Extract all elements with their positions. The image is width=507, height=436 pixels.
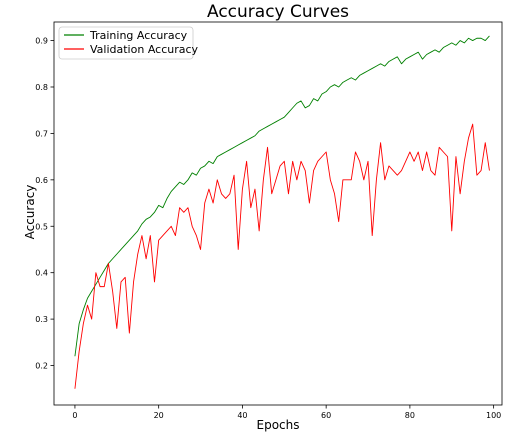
y-tick-label: 0.8	[35, 83, 48, 92]
series-line-training	[74, 35, 490, 357]
y-tick-label: 0.7	[35, 129, 48, 138]
y-axis-label: Accuracy	[23, 185, 37, 240]
axes-frame	[53, 21, 503, 406]
y-tick-label: 0.4	[35, 269, 48, 278]
legend-entry: Training Accuracy	[89, 29, 188, 42]
x-tick-label: 0	[72, 411, 77, 420]
y-tick-label: 0.5	[35, 222, 48, 231]
x-axis-label: Epochs	[257, 418, 300, 432]
x-tick-label: 40	[237, 411, 247, 420]
legend-box	[58, 26, 194, 60]
y-tick-label: 0.9	[35, 37, 48, 46]
plot-area: 0 20 40 60 80 100 0.2 0.3 0.4 0.5 0.6 0.7 0.8 0.9	[35, 21, 503, 420]
x-tick-label: 80	[405, 411, 415, 420]
y-tick-label: 0.3	[35, 315, 48, 324]
y-tick-label: 0.2	[35, 362, 48, 371]
legend-entry: Validation Accuracy	[90, 43, 199, 56]
x-tick-label: 100	[486, 411, 501, 420]
x-tick-label: 20	[154, 411, 164, 420]
chart-title: Accuracy Curves	[207, 2, 349, 22]
x-tick-label: 60	[321, 411, 331, 420]
series-line-validation	[74, 123, 490, 389]
y-tick-label: 0.6	[35, 176, 48, 185]
